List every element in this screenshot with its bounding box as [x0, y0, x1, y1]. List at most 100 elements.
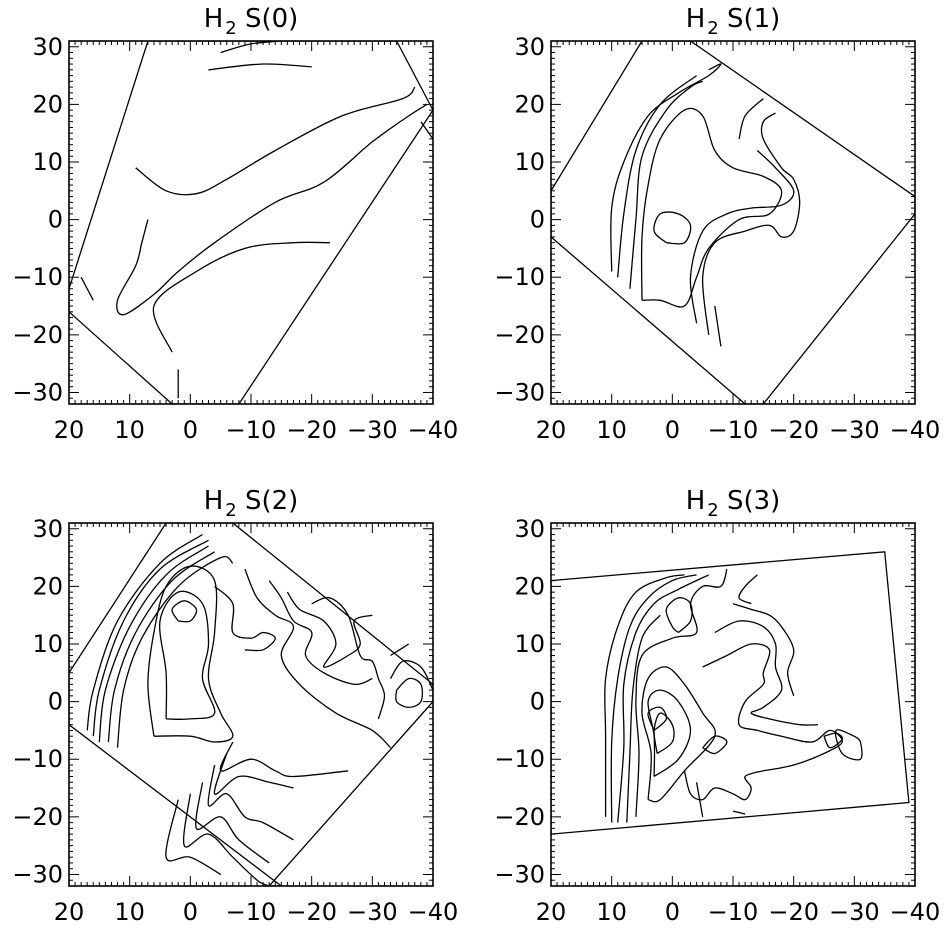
panel-title-main: H — [204, 4, 224, 34]
contour-line — [86, 533, 203, 731]
panel-title-main: H — [686, 4, 706, 34]
contour-line — [653, 211, 692, 245]
y-tick-label: 30 — [514, 515, 545, 543]
panel-1: 20 10 0 −10 −20 −30 −40 30 20 10 0 −10 −20 −30 H 2 S(1) — [494, 4, 940, 444]
contour-line — [98, 545, 209, 743]
x-tick-label: −40 — [890, 898, 941, 926]
y-tick-label: 0 — [530, 688, 545, 716]
contour-line — [420, 121, 433, 140]
contour-line — [207, 764, 294, 841]
contour-line — [689, 150, 795, 324]
x-tick-label: −10 — [708, 416, 759, 444]
panel-content — [551, 41, 915, 404]
plot-frame — [68, 40, 434, 405]
coverage-footprint — [69, 41, 433, 404]
contour-line — [738, 574, 758, 605]
x-tick-label: −20 — [768, 898, 819, 926]
x-tick-label: −10 — [226, 416, 277, 444]
contour-line — [617, 574, 709, 823]
x-tick-label: −40 — [408, 898, 459, 926]
contour-line — [208, 63, 312, 71]
y-tick-label: −20 — [12, 803, 63, 831]
contour-line — [610, 63, 722, 272]
contour-line — [80, 276, 94, 301]
y-tick-label: 30 — [514, 33, 545, 61]
contour-line — [610, 574, 697, 823]
contour-line — [389, 660, 433, 691]
panel-title-rest: S(3) — [719, 486, 781, 516]
y-tick-label: −10 — [494, 263, 545, 291]
contour-line — [647, 706, 668, 731]
axis-ticks — [550, 522, 916, 887]
panel-3: 20 10 0 −10 −20 −30 −40 30 20 10 0 −10 −20 −30 H 2 S(3) — [494, 486, 940, 926]
contour-line — [665, 597, 693, 634]
x-tick-label: 10 — [114, 416, 145, 444]
contour-line — [604, 574, 685, 817]
contour-line — [135, 86, 416, 196]
y-tick-label: 0 — [48, 206, 63, 234]
contour-line — [268, 580, 373, 686]
contour-line — [640, 107, 783, 308]
plot-frame — [550, 40, 916, 405]
y-tick-label: −20 — [12, 321, 63, 349]
contour-line — [219, 741, 349, 778]
contour-line — [653, 712, 675, 755]
x-tick-label: 20 — [536, 898, 567, 926]
x-tick-label: −30 — [829, 898, 880, 926]
x-tick-label: 20 — [54, 416, 85, 444]
y-tick-label: 30 — [32, 515, 63, 543]
contour-line — [395, 677, 424, 709]
y-tick-label: 10 — [32, 630, 63, 658]
x-tick-label: −30 — [347, 416, 398, 444]
contour-line — [702, 643, 843, 772]
contour-line — [683, 770, 764, 801]
y-tick-label: 20 — [514, 572, 545, 600]
contour-line — [695, 782, 704, 818]
x-tick-label: −40 — [408, 416, 459, 444]
panel-title-rest: S(1) — [719, 4, 781, 34]
x-tick-label: −30 — [829, 416, 880, 444]
y-tick-label: 0 — [48, 688, 63, 716]
y-tick-label: −20 — [494, 803, 545, 831]
contour-line — [390, 643, 410, 657]
y-tick-label: 20 — [32, 90, 63, 118]
plot-frame — [550, 522, 916, 887]
x-tick-label: −30 — [347, 898, 398, 926]
panel-content — [551, 551, 910, 835]
contour-line — [107, 551, 215, 743]
contour-line — [732, 603, 795, 697]
y-tick-label: 20 — [514, 90, 545, 118]
contour-line — [182, 793, 270, 886]
x-tick-label: −40 — [890, 416, 941, 444]
y-tick-label: −10 — [12, 263, 63, 291]
contour-line — [311, 596, 386, 720]
y-tick-label: 10 — [32, 148, 63, 176]
x-tick-label: 0 — [665, 416, 680, 444]
x-tick-label: −20 — [286, 416, 337, 444]
contour-line — [147, 565, 234, 743]
coverage-footprint — [551, 551, 910, 835]
contour-line — [92, 539, 209, 737]
y-tick-label: 10 — [514, 148, 545, 176]
contour-line — [714, 305, 722, 347]
panel-2: 20 10 0 −10 −20 −30 −40 30 20 10 0 −10 −20 −30 H 2 S(2) — [12, 486, 458, 926]
x-tick-label: −20 — [768, 416, 819, 444]
contour-line — [732, 810, 746, 815]
y-tick-label: −30 — [494, 378, 545, 406]
panel-title-rest: S(2) — [237, 486, 299, 516]
contour-line — [834, 729, 863, 761]
contour-line — [213, 753, 294, 795]
y-tick-label: −30 — [12, 860, 63, 888]
y-tick-label: −10 — [12, 745, 63, 773]
x-tick-label: 0 — [183, 416, 198, 444]
y-tick-label: 20 — [32, 572, 63, 600]
x-tick-label: −10 — [226, 898, 277, 926]
contour-line — [714, 620, 818, 726]
axis-ticks — [550, 40, 916, 405]
contour-line — [635, 568, 728, 817]
contour-line — [152, 241, 330, 353]
x-tick-label: 10 — [114, 898, 145, 926]
